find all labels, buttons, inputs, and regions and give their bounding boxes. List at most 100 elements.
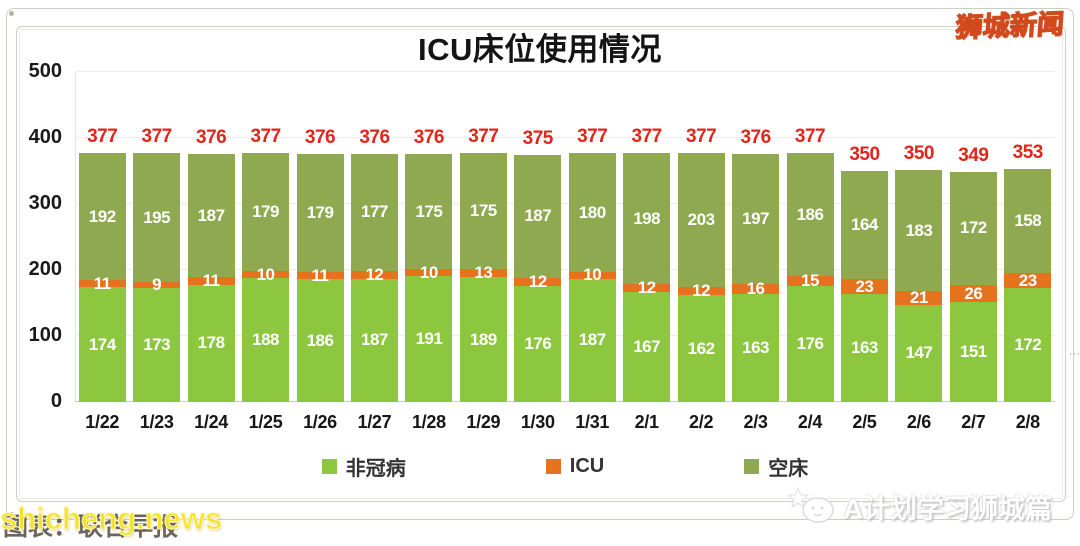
x-axis-label: 2/8 xyxy=(1015,412,1040,432)
bar-segment-非冠病: 151 xyxy=(949,302,997,402)
bar-total-label: 353 xyxy=(1012,142,1044,164)
bar-segment-value: 183 xyxy=(905,220,933,240)
frame-grip-icon: ···· xyxy=(1069,348,1080,360)
bar-1/24: 178 11 187 376 xyxy=(187,127,235,402)
bar-segment-value: 179 xyxy=(306,202,334,222)
x-axis-label: 1/23 xyxy=(139,412,174,432)
bar-segment-ICU: 16 xyxy=(732,279,780,298)
bar-segment-value: 189 xyxy=(469,329,497,349)
bar-total-label: 377 xyxy=(468,126,499,148)
bar-segment-空床: 183 xyxy=(895,170,943,292)
bar-segment-空床: 192 xyxy=(78,153,126,280)
bar-segment-非冠病: 173 xyxy=(133,287,181,402)
bar-segment-ICU: 15 xyxy=(786,271,834,290)
bar-segment-空床: 175 xyxy=(405,153,453,270)
bar-segment-非冠病: 163 xyxy=(732,294,780,402)
bar-segment-value: 11 xyxy=(311,265,329,285)
bar-1/28: 191 10 175 376 xyxy=(405,127,453,402)
bar-1/25: 188 10 179 377 xyxy=(242,126,290,402)
x-axis-label: 2/5 xyxy=(852,412,877,432)
bar-total-label: 377 xyxy=(686,126,717,148)
bar-segment-value: 172 xyxy=(1014,335,1042,355)
frame-screw-icon xyxy=(9,11,14,16)
bar-segment-value: 23 xyxy=(1018,270,1037,290)
bar-segment-ICU: 11 xyxy=(296,266,344,285)
bar-segment-非冠病: 172 xyxy=(1004,288,1052,402)
bar-segment-非冠病: 163 xyxy=(840,294,888,402)
bar-total-label: 376 xyxy=(304,126,336,148)
bar-total-label: 376 xyxy=(413,126,445,148)
legend-label: 空床 xyxy=(768,458,809,480)
bar-total-label: 377 xyxy=(577,126,608,148)
y-axis-label: 100 xyxy=(28,324,62,346)
bar-1/31: 187 10 180 377 xyxy=(568,126,616,402)
legend-swatch-icon xyxy=(545,459,561,474)
bar-segment-非冠病: 147 xyxy=(895,304,943,402)
bar-segment-value: 176 xyxy=(796,333,824,353)
bar-segment-value: 186 xyxy=(796,204,824,224)
legend-item-非冠病: 非冠病 xyxy=(321,452,406,481)
bar-segment-value: 163 xyxy=(851,338,878,358)
bar-segment-空床: 203 xyxy=(677,153,725,288)
bar-segment-空床: 179 xyxy=(296,153,344,272)
bar-2/3: 163 16 197 376 xyxy=(732,127,780,402)
bar-segment-value: 187 xyxy=(197,205,225,225)
bar-segment-value: 11 xyxy=(93,273,111,293)
bar-segment-空床: 158 xyxy=(1004,169,1052,274)
bar-1/23: 173 9 195 377 xyxy=(133,126,181,402)
bar-1/29: 189 13 175 377 xyxy=(459,126,507,402)
bar-segment-value: 172 xyxy=(959,218,987,238)
y-axis: 0 100 200 300 400 500 xyxy=(0,60,62,412)
x-axis-label: 1/28 xyxy=(411,412,446,432)
bar-total-label: 375 xyxy=(522,127,554,149)
gridline xyxy=(75,269,1055,270)
bar-segment-空床: 195 xyxy=(133,153,181,282)
bar-total-label: 350 xyxy=(849,144,880,165)
bar-segment-value: 197 xyxy=(742,208,769,228)
bar-segment-value: 198 xyxy=(633,208,661,228)
x-axis-label: 2/6 xyxy=(906,412,931,432)
bar-segment-ICU: 12 xyxy=(623,278,671,297)
x-axis-label: 2/2 xyxy=(689,412,714,432)
bar-segment-value: 173 xyxy=(143,334,171,354)
bar-total-label: 377 xyxy=(250,126,281,148)
site-watermark: shicheng.news xyxy=(0,501,223,537)
bar-total-label: 377 xyxy=(141,126,173,148)
bar-segment-value: 16 xyxy=(746,279,765,299)
x-axis-label: 1/29 xyxy=(466,412,501,432)
bar-total-label: 376 xyxy=(740,126,771,148)
gridline xyxy=(75,203,1055,204)
bar-1/27: 187 12 177 376 xyxy=(350,127,398,402)
x-axis-label: 1/22 xyxy=(85,412,120,432)
bar-segment-空床: 175 xyxy=(459,153,507,269)
bar-segment-ICU: 12 xyxy=(350,265,398,284)
bar-segment-value: 10 xyxy=(256,264,275,284)
bar-segment-空床: 177 xyxy=(350,153,398,271)
y-axis-label: 0 xyxy=(50,390,62,412)
bar-1/30: 176 12 187 375 xyxy=(514,128,562,402)
bar-segment-value: 10 xyxy=(419,262,438,282)
bar-segment-ICU: 12 xyxy=(677,281,725,300)
bar-segment-ICU: 10 xyxy=(242,265,290,284)
bar-total-label: 350 xyxy=(903,143,935,165)
bar-segment-value: 26 xyxy=(964,283,983,303)
bar-segment-非冠病: 178 xyxy=(187,284,235,402)
x-axis-label: 1/25 xyxy=(248,412,283,432)
bar-segment-value: 147 xyxy=(905,343,933,363)
bar-segment-value: 186 xyxy=(306,330,334,350)
bar-segment-value: 12 xyxy=(528,271,547,291)
bar-segment-value: 188 xyxy=(252,329,279,349)
bar-1/22: 174 11 192 377 xyxy=(78,126,126,402)
gridline xyxy=(75,71,1055,72)
bar-segment-value: 174 xyxy=(88,334,116,354)
bar-segment-空床: 198 xyxy=(623,153,671,284)
bar-segment-value: 192 xyxy=(88,206,116,226)
bar-segment-ICU: 21 xyxy=(895,288,943,307)
bar-segment-value: 10 xyxy=(583,265,602,285)
bar-segment-value: 203 xyxy=(687,210,715,230)
bar-segment-value: 162 xyxy=(687,338,715,358)
bar-segment-value: 187 xyxy=(361,330,388,350)
bar-segment-非冠病: 188 xyxy=(242,277,290,402)
bar-segment-value: 12 xyxy=(365,264,384,284)
bar-segment-value: 12 xyxy=(637,277,656,297)
